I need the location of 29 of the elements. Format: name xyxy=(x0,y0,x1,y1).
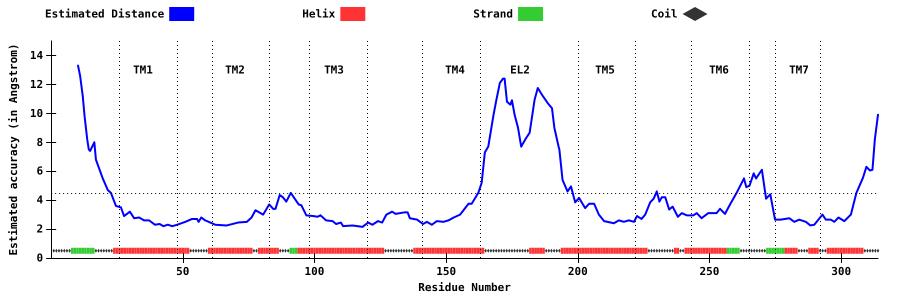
y-tick-label: 12 xyxy=(30,78,44,91)
y-tick-label: 4 xyxy=(36,194,44,207)
legend-label: Helix xyxy=(302,8,336,20)
annotation: TM6 xyxy=(709,64,730,76)
annotation: TM7 xyxy=(789,64,809,76)
annotation: TM2 xyxy=(225,64,245,76)
annotation: TM1 xyxy=(133,64,154,76)
x-tick-label: 100 xyxy=(304,265,324,278)
legend-label: Coil xyxy=(651,8,678,20)
y-axis-title: Estimated accuracy (in Angstrom) xyxy=(7,44,20,256)
y-tick-label: 8 xyxy=(36,136,44,149)
x-tick-label: 300 xyxy=(831,265,852,278)
y-tick-label: 0 xyxy=(36,252,44,264)
annotation: EL2 xyxy=(510,64,530,76)
y-tick-label: 2 xyxy=(36,222,44,236)
x-tick-label: 200 xyxy=(568,265,588,278)
legend-label: Strand xyxy=(473,8,514,20)
x-axis-title: Residue Number xyxy=(418,280,512,294)
x-tick-label: 250 xyxy=(700,265,720,278)
y-tick-label: 10 xyxy=(30,106,44,120)
y-tick-label: 6 xyxy=(36,164,44,178)
annotation: TM5 xyxy=(595,64,615,76)
annotation: TM4 xyxy=(445,64,466,76)
legend-label: Estimated Distance xyxy=(44,8,165,20)
line-series xyxy=(77,64,879,228)
x-tick-label: 150 xyxy=(436,265,456,278)
y-tick-label: 14 xyxy=(30,48,44,62)
x-tick-label: 50 xyxy=(176,265,190,278)
annotation: TM3 xyxy=(324,64,344,76)
